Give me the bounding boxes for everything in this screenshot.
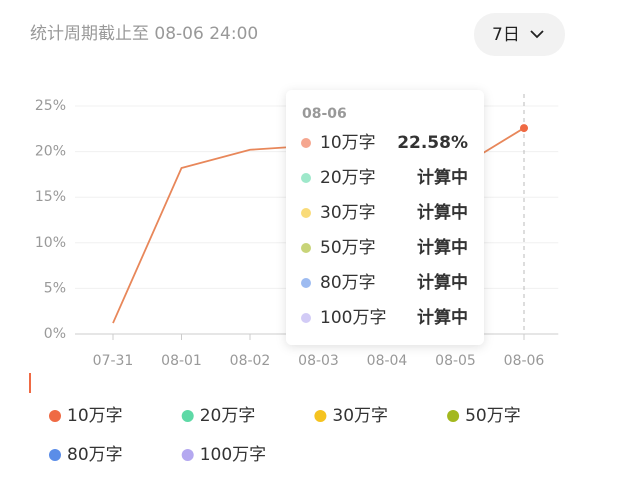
- range-button[interactable]: 7日: [474, 13, 565, 56]
- tooltip-value: 计算中: [417, 307, 468, 328]
- period-text: 统计周期截止至 08-06 24:00: [30, 24, 258, 44]
- legend: 10万字 20万字 30万字 50万字 80万字 100万字: [49, 406, 521, 465]
- legend-dot: [181, 410, 194, 422]
- legend-dot: [314, 410, 327, 422]
- tooltip-value: 计算中: [417, 202, 468, 223]
- accent-bar: [29, 373, 31, 393]
- tooltip-dot: [301, 173, 311, 183]
- y-tick-label: 15%: [35, 189, 66, 205]
- y-tick-label: 0%: [44, 326, 66, 342]
- y-tick-label: 10%: [35, 235, 66, 251]
- range-button-label[interactable]: 7日: [492, 25, 520, 45]
- tooltip-name: 30万字: [320, 203, 376, 223]
- chevron-icon[interactable]: [530, 30, 544, 39]
- x-tick-label: 08-03: [298, 353, 339, 369]
- tooltip-box: [286, 90, 484, 345]
- x-tick-label: 07-31: [93, 353, 134, 369]
- tooltip-name: 80万字: [320, 273, 376, 293]
- x-tick-label: 08-04: [367, 353, 408, 369]
- x-tick-label: 08-02: [230, 353, 271, 369]
- hover-point: [520, 124, 528, 133]
- tooltip-value: 22.58%: [397, 133, 468, 153]
- tooltip-value: 计算中: [417, 272, 468, 293]
- legend-label: 80万字: [67, 445, 123, 465]
- tooltip-dot: [301, 208, 311, 218]
- legend-label: 30万字: [332, 406, 388, 426]
- tooltip-value: 计算中: [417, 167, 468, 188]
- y-tick-label: 20%: [35, 144, 66, 160]
- tooltip-dot: [301, 138, 311, 148]
- legend-dot: [49, 449, 61, 461]
- tooltip-dot: [301, 278, 311, 288]
- range-button-bg[interactable]: [474, 13, 565, 56]
- x-tick-label: 08-01: [161, 353, 202, 369]
- y-tick-label: 25%: [35, 98, 66, 114]
- tooltip-name: 100万字: [320, 308, 386, 328]
- tooltip-title: 08-06: [302, 106, 347, 122]
- legend-dot: [447, 410, 460, 422]
- tooltip-name: 20万字: [320, 168, 376, 188]
- x-tick-label: 08-05: [435, 353, 476, 369]
- tooltip-name: 50万字: [320, 238, 376, 258]
- legend-label: 100万字: [200, 445, 266, 465]
- tooltip-name: 10万字: [320, 133, 376, 153]
- x-tick-label: 08-06: [504, 353, 545, 369]
- legend-label: 50万字: [465, 406, 521, 426]
- tooltip-value: 计算中: [417, 237, 468, 258]
- legend-label: 10万字: [67, 406, 123, 426]
- tooltip-dot: [301, 243, 311, 253]
- legend-label: 20万字: [200, 406, 256, 426]
- legend-dot: [181, 449, 194, 461]
- legend-dot: [49, 410, 61, 422]
- tooltip-dot: [301, 313, 311, 323]
- y-tick-label: 5%: [44, 280, 66, 296]
